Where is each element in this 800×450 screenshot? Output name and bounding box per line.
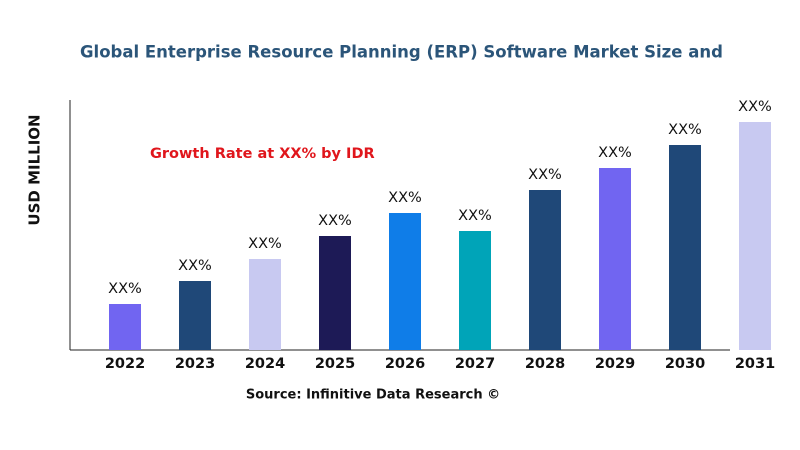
- bar: [459, 231, 491, 350]
- chart-title: Global Enterprise Resource Planning (ERP…: [80, 43, 723, 62]
- x-tick-label: 2025: [315, 356, 355, 372]
- x-tick-label: 2027: [455, 356, 495, 372]
- x-tick-label: 2022: [105, 356, 145, 372]
- x-tick-label: 2028: [525, 356, 565, 372]
- bar: [599, 168, 631, 350]
- bar: [529, 190, 561, 350]
- y-axis-label: USD MILLION: [26, 114, 44, 225]
- value-label: XX%: [108, 281, 142, 297]
- x-tick-label: 2024: [245, 356, 285, 372]
- x-tick-label: 2026: [385, 356, 425, 372]
- bar: [739, 122, 771, 350]
- value-label: XX%: [178, 258, 212, 274]
- x-tick-label: 2029: [595, 356, 635, 372]
- bar: [389, 213, 421, 350]
- bar: [109, 304, 141, 350]
- bar: [179, 281, 211, 350]
- x-tick-label: 2023: [175, 356, 215, 372]
- value-label: XX%: [388, 190, 422, 206]
- value-label: XX%: [318, 213, 352, 229]
- value-label: XX%: [458, 208, 492, 224]
- value-label: XX%: [598, 145, 632, 161]
- bar: [669, 145, 701, 350]
- x-tick-label: 2030: [665, 356, 705, 372]
- value-label: XX%: [528, 167, 562, 183]
- bar: [319, 236, 351, 350]
- annotation: Growth Rate at XX% by IDR: [150, 146, 375, 162]
- value-label: XX%: [248, 236, 282, 252]
- bar: [249, 259, 281, 350]
- value-label: XX%: [668, 122, 702, 138]
- value-label: XX%: [738, 99, 772, 115]
- x-tick-label: 2031: [735, 356, 775, 372]
- source: Source: Infinitive Data Research ©: [246, 388, 500, 403]
